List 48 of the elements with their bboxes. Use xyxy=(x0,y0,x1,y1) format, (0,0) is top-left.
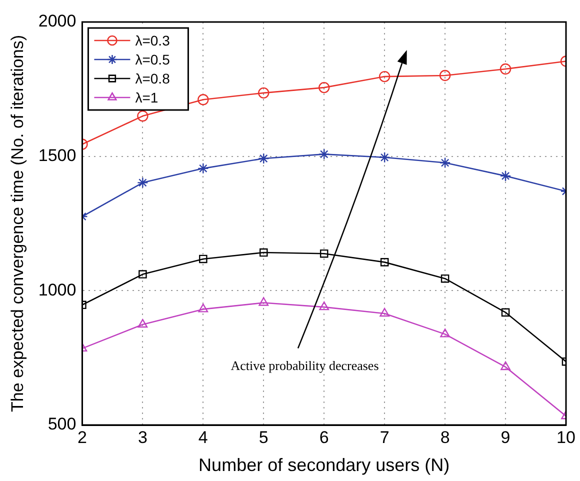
legend-label: λ=0.8 xyxy=(135,70,170,86)
point xyxy=(137,110,148,122)
legend-label: λ=0.5 xyxy=(135,51,170,68)
point xyxy=(501,308,510,317)
point xyxy=(258,87,270,99)
point xyxy=(258,297,269,306)
y-axis-title: The expected convergence time (No. of iterations) xyxy=(8,34,27,412)
annotation: Active probability decreases xyxy=(230,358,379,373)
point xyxy=(440,328,450,338)
x-tick-label: 4 xyxy=(198,428,208,447)
y-tick-label: 500 xyxy=(48,414,76,434)
point xyxy=(500,63,512,75)
y-tick-label: 1500 xyxy=(38,146,76,166)
point xyxy=(319,301,330,310)
point xyxy=(137,177,148,188)
point xyxy=(440,274,450,283)
point xyxy=(380,258,389,266)
point xyxy=(318,82,330,94)
x-tick-label: 9 xyxy=(500,428,510,447)
x-tick-label: 3 xyxy=(138,428,148,447)
x-tick-label: 6 xyxy=(319,428,329,447)
point xyxy=(198,304,208,312)
point xyxy=(380,308,390,317)
point xyxy=(138,318,148,328)
point xyxy=(260,248,268,257)
x-axis-title: Number of secondary users (N) xyxy=(198,455,450,476)
point xyxy=(198,94,209,106)
y-tick-label: 1000 xyxy=(38,280,76,300)
point xyxy=(138,270,147,278)
point xyxy=(439,70,451,82)
y-tick-label: 2000 xyxy=(38,12,76,31)
point xyxy=(500,170,512,182)
point xyxy=(378,70,390,82)
point xyxy=(378,152,390,164)
point xyxy=(199,254,208,264)
x-tick-label: 10 xyxy=(556,428,576,447)
point xyxy=(500,361,510,370)
point xyxy=(258,152,270,164)
x-tick-label: 8 xyxy=(440,428,450,447)
x-tick-label: 5 xyxy=(258,428,268,447)
point xyxy=(439,157,451,168)
legend-label: λ=1 xyxy=(135,89,158,106)
legend-label: λ=0.3 xyxy=(135,32,170,48)
x-tick-label: 7 xyxy=(380,428,390,447)
point xyxy=(320,249,328,258)
point xyxy=(318,148,330,160)
point xyxy=(198,162,209,174)
x-tick-label: 2 xyxy=(77,428,87,447)
